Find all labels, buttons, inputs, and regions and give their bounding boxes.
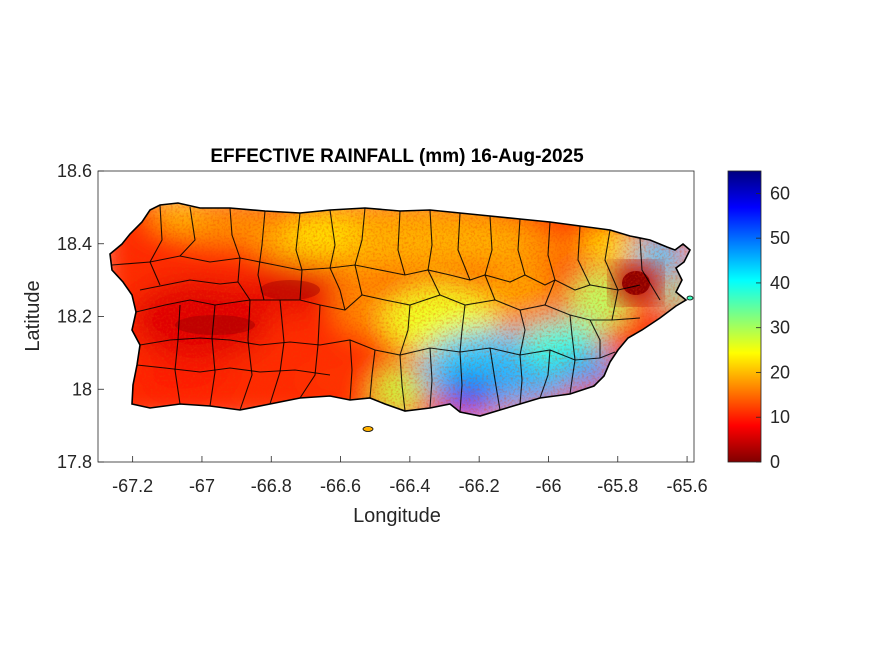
colorbar-tick-label: 0 — [770, 452, 780, 472]
y-axis-ticks: 17.8 18 18.2 18.4 18.6 — [57, 161, 104, 472]
colorbar — [727, 170, 762, 463]
colorbar-ticks: 0 10 20 30 40 50 60 — [756, 183, 790, 472]
caja-de-muertos-island — [362, 426, 374, 432]
x-tick-label: -66 — [535, 476, 561, 496]
x-tick-label: -66.2 — [459, 476, 500, 496]
x-tick-label: -66.4 — [389, 476, 430, 496]
colorbar-tick-label: 50 — [770, 228, 790, 248]
rainfall-field — [110, 203, 690, 416]
y-axis-label: Latitude — [22, 280, 44, 351]
colorbar-tick-label: 60 — [770, 183, 790, 203]
y-tick-label: 17.8 — [57, 452, 92, 472]
x-tick-label: -67 — [189, 476, 215, 496]
map-title: EFFECTIVE RAINFALL (mm) 16-Aug-2025 — [210, 146, 584, 167]
y-tick-label: 18 — [72, 379, 92, 399]
colorbar-tick-label: 20 — [770, 362, 790, 382]
x-tick-label: -65.8 — [597, 476, 638, 496]
colorbar-tick-label: 30 — [770, 318, 790, 338]
y-tick-label: 18.6 — [57, 161, 92, 181]
x-tick-label: -67.2 — [112, 476, 153, 496]
east-cay — [686, 295, 694, 301]
x-tick-label: -66.8 — [251, 476, 292, 496]
island-coastline — [109, 202, 691, 417]
y-tick-label: 18.4 — [57, 234, 92, 254]
x-axis-label: Longitude — [353, 505, 441, 527]
municipality-boundaries — [111, 204, 661, 413]
colorbar-tick-label: 10 — [770, 407, 790, 427]
x-tick-label: -65.6 — [667, 476, 708, 496]
x-axis-ticks: -67.2 -67 -66.8 -66.6 -66.4 -66.2 -66 -65.8 -65.… — [112, 456, 708, 496]
x-tick-label: -66.6 — [320, 476, 361, 496]
y-tick-label: 18.2 — [57, 307, 92, 327]
colorbar-tick-label: 40 — [770, 273, 790, 293]
